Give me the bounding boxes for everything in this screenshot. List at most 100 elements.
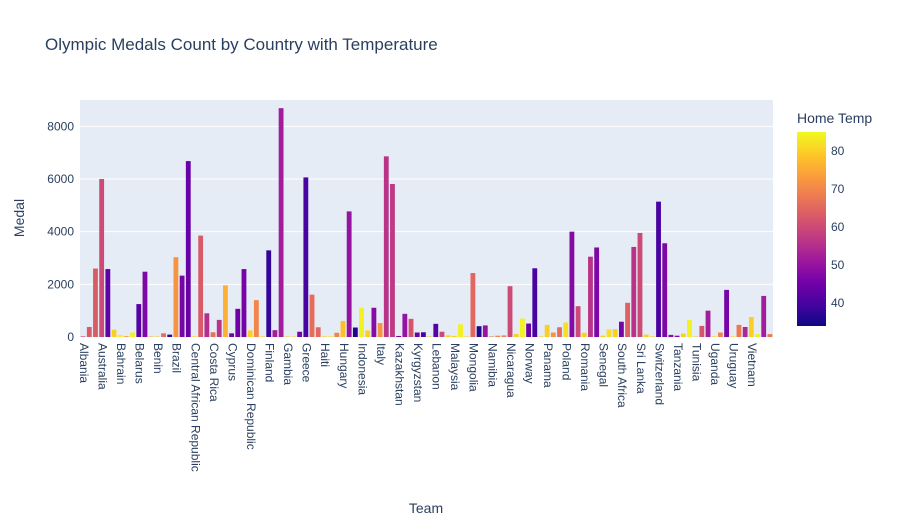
x-tick-labels: Albania Australia Bahrain Belarus Benin Brazi…: [77, 343, 759, 472]
bar: [383, 156, 389, 337]
bar: [142, 271, 148, 337]
bar: [253, 300, 259, 337]
bar: [161, 333, 166, 337]
x-tick-label: Indonesia: [355, 343, 369, 395]
bar: [198, 235, 204, 337]
x-tick-label: Hungary: [337, 343, 351, 388]
bar: [204, 313, 210, 337]
bar: [668, 334, 674, 337]
bar: [365, 330, 371, 337]
x-tick-label: Senegal: [597, 343, 611, 387]
bar: [99, 179, 105, 337]
x-tick-label: Malaysia: [448, 343, 462, 391]
x-tick-label: Tanzania: [671, 343, 685, 391]
bar: [210, 332, 216, 337]
bar: [136, 304, 142, 337]
bar: [414, 332, 420, 337]
bar: [154, 336, 160, 337]
bar: [693, 336, 699, 337]
bar: [80, 336, 86, 337]
bar: [321, 336, 327, 337]
bar: [346, 211, 352, 337]
bar: [464, 336, 470, 337]
bar: [730, 336, 736, 337]
bar: [575, 306, 581, 337]
bar: [755, 334, 760, 337]
bar: [458, 324, 463, 337]
x-tick-label: Kyrgyzstan: [411, 343, 425, 402]
x-tick-label: Nicaragua: [504, 343, 518, 398]
colorbar-ticks: 40 50 60 70 80: [831, 144, 845, 310]
bar: [581, 332, 587, 337]
bar: [235, 308, 241, 337]
colorbar: [797, 132, 826, 326]
colorbar-tick-label: 70: [831, 182, 845, 196]
x-tick-label: Dominican Republic: [244, 343, 258, 450]
bar: [377, 323, 383, 337]
bar: [550, 332, 556, 337]
bar: [724, 289, 730, 337]
bar: [662, 243, 668, 337]
x-tick-label: Panama: [541, 343, 555, 388]
bar: [192, 336, 197, 337]
x-tick-label: Cyprus: [225, 343, 239, 381]
x-tick-label: Brazil: [170, 343, 184, 373]
colorbar-tick-label: 50: [831, 258, 845, 272]
bar: [266, 250, 272, 337]
bar: [173, 257, 179, 337]
x-tick-label: Bahrain: [114, 343, 128, 384]
bar: [315, 327, 321, 337]
bar: [297, 331, 303, 337]
bar: [470, 273, 476, 337]
bar: [594, 247, 600, 337]
bar: [260, 336, 265, 337]
y-tick-label: 8000: [47, 119, 74, 133]
x-tick-label: Benin: [151, 343, 165, 374]
y-tick-label: 0: [67, 330, 74, 344]
x-tick-label: Sri Lanka: [634, 343, 648, 394]
bar: [532, 268, 538, 337]
bar: [761, 295, 767, 337]
bar: [748, 316, 754, 337]
bar: [396, 335, 402, 337]
bar: [93, 268, 98, 337]
x-tick-label: Vietnam: [745, 343, 759, 387]
bar: [606, 329, 612, 337]
x-tick-label: Kazakhstan: [392, 343, 406, 406]
y-tick-label: 2000: [47, 277, 74, 291]
bar: [711, 336, 717, 337]
bar: [334, 332, 340, 337]
bar: [643, 334, 649, 337]
x-tick-label: Australia: [95, 343, 109, 390]
bar: [247, 330, 253, 337]
x-axis-title: Team: [409, 500, 443, 516]
x-tick-label: Central African Republic: [188, 343, 202, 472]
bar: [309, 294, 315, 337]
bar: [359, 307, 364, 337]
bar: [649, 336, 655, 337]
bar: [105, 269, 111, 337]
x-tick-label: Uruguay: [727, 343, 741, 388]
bar: [123, 336, 129, 337]
y-axis-title: Medal: [11, 199, 27, 237]
x-tick-label: Albania: [77, 343, 91, 383]
colorbar-title: Home Temp: [797, 110, 872, 126]
x-tick-label: Tunisia: [689, 343, 703, 382]
chart-title: Olympic Medals Count by Country with Tem…: [45, 35, 438, 54]
bar: [501, 335, 507, 337]
bar: [705, 310, 711, 337]
bar: [495, 335, 501, 337]
bar: [284, 336, 290, 337]
bar: [371, 307, 377, 337]
bar: [167, 334, 173, 337]
bar: [402, 313, 408, 337]
x-tick-label: South Africa: [615, 343, 629, 408]
bar: [476, 326, 482, 337]
x-tick-label: Romania: [578, 343, 592, 391]
x-tick-label: Italy: [374, 343, 388, 365]
x-tick-label: Lebanon: [430, 343, 444, 390]
bar: [340, 320, 346, 337]
x-tick-label: Mongolia: [467, 343, 481, 392]
